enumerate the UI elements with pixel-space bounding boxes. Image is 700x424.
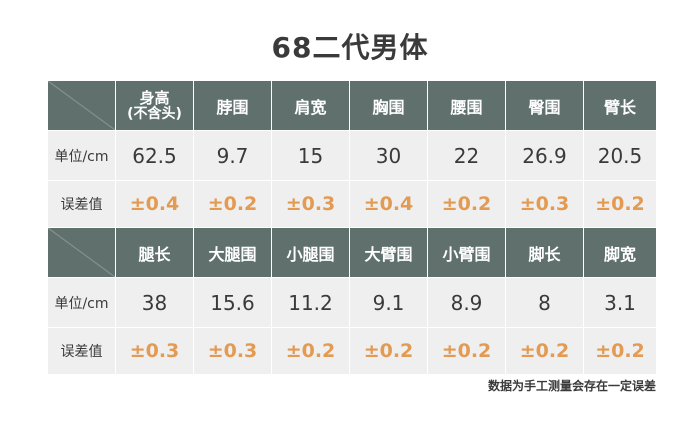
header-cell: 腿长 bbox=[116, 228, 194, 278]
value-cell: 15.6 bbox=[194, 278, 272, 328]
header-label: 身高 bbox=[139, 88, 170, 107]
value-cell: 62.5 bbox=[116, 131, 194, 181]
tolerance-cell: ±0.3 bbox=[506, 181, 584, 228]
tolerance-cell: ±0.2 bbox=[584, 181, 657, 228]
tolerance-row-1: 误差值 ±0.4 ±0.2 ±0.3 ±0.4 ±0.2 ±0.3 ±0.2 bbox=[48, 181, 657, 228]
header-cell: 脚宽 bbox=[584, 228, 657, 278]
header-row-2: 腿长 大腿围 小腿围 大臂围 小臂围 脚长 脚宽 bbox=[48, 228, 657, 278]
value-cell: 15 bbox=[272, 131, 350, 181]
tolerance-cell: ±0.2 bbox=[194, 181, 272, 228]
header-row-1: 身高 (不含头) 脖围 肩宽 胸围 腰围 臀围 臂长 bbox=[48, 81, 657, 131]
tolerance-label: 误差值 bbox=[48, 328, 116, 375]
header-corner-cell bbox=[48, 81, 116, 131]
tolerance-cell: ±0.3 bbox=[194, 328, 272, 375]
tolerance-cell: ±0.4 bbox=[350, 181, 428, 228]
value-cell: 8 bbox=[506, 278, 584, 328]
value-row-2: 单位/cm 38 15.6 11.2 9.1 8.9 8 3.1 bbox=[48, 278, 657, 328]
value-cell: 9.1 bbox=[350, 278, 428, 328]
tolerance-cell: ±0.3 bbox=[272, 181, 350, 228]
value-cell: 20.5 bbox=[584, 131, 657, 181]
header-sublabel: (不含头) bbox=[127, 105, 182, 122]
unit-label: 单位/cm bbox=[48, 131, 116, 181]
header-cell: 大臂围 bbox=[350, 228, 428, 278]
header-cell: 脖围 bbox=[194, 81, 272, 131]
value-cell: 26.9 bbox=[506, 131, 584, 181]
tolerance-cell: ±0.2 bbox=[584, 328, 657, 375]
size-table: 身高 (不含头) 脖围 肩宽 胸围 腰围 臀围 臂长 单位/cm 62.5 9.… bbox=[48, 81, 657, 375]
header-cell: 小腿围 bbox=[272, 228, 350, 278]
header-cell: 臀围 bbox=[506, 81, 584, 131]
measurement-note: 数据为手工测量会存在一定误差 bbox=[487, 379, 656, 393]
value-cell: 3.1 bbox=[584, 278, 657, 328]
header-cell: 脚长 bbox=[506, 228, 584, 278]
tolerance-cell: ±0.4 bbox=[116, 181, 194, 228]
value-cell: 22 bbox=[428, 131, 506, 181]
header-cell: 大腿围 bbox=[194, 228, 272, 278]
tolerance-row-2: 误差值 ±0.3 ±0.3 ±0.2 ±0.2 ±0.2 ±0.2 ±0.2 bbox=[48, 328, 657, 375]
header-cell: 胸围 bbox=[350, 81, 428, 131]
tolerance-label: 误差值 bbox=[48, 181, 116, 228]
value-cell: 9.7 bbox=[194, 131, 272, 181]
header-cell: 腰围 bbox=[428, 81, 506, 131]
value-cell: 30 bbox=[350, 131, 428, 181]
tolerance-cell: ±0.3 bbox=[116, 328, 194, 375]
tolerance-cell: ±0.2 bbox=[506, 328, 584, 375]
tolerance-cell: ±0.2 bbox=[272, 328, 350, 375]
value-cell: 11.2 bbox=[272, 278, 350, 328]
tolerance-cell: ±0.2 bbox=[350, 328, 428, 375]
unit-label: 单位/cm bbox=[48, 278, 116, 328]
tolerance-cell: ±0.2 bbox=[428, 328, 506, 375]
value-cell: 38 bbox=[116, 278, 194, 328]
value-cell: 8.9 bbox=[428, 278, 506, 328]
header-cell: 臂长 bbox=[584, 81, 657, 131]
header-cell: 身高 (不含头) bbox=[116, 81, 194, 131]
header-cell: 小臂围 bbox=[428, 228, 506, 278]
tolerance-cell: ±0.2 bbox=[428, 181, 506, 228]
header-corner-cell bbox=[48, 228, 116, 278]
header-cell: 肩宽 bbox=[272, 81, 350, 131]
value-row-1: 单位/cm 62.5 9.7 15 30 22 26.9 20.5 bbox=[48, 131, 657, 181]
page-title: 68二代男体 bbox=[271, 31, 429, 64]
